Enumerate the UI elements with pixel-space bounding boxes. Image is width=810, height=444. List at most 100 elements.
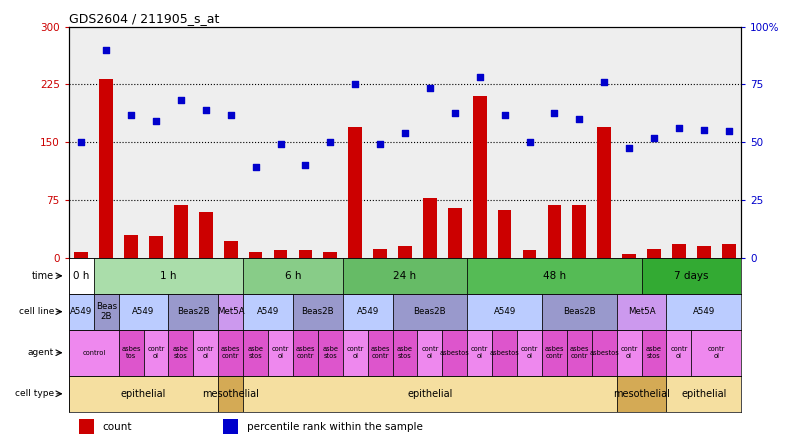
- Text: 1 h: 1 h: [160, 271, 177, 281]
- Text: asbes
contr: asbes contr: [544, 346, 564, 359]
- Text: mesothelial: mesothelial: [613, 389, 670, 399]
- Text: asbe
stos: asbe stos: [322, 346, 339, 359]
- Point: [150, 117, 163, 124]
- Bar: [393, 294, 467, 329]
- Text: contr
ol: contr ol: [272, 346, 289, 359]
- Bar: [69, 376, 218, 412]
- Bar: [647, 249, 661, 258]
- Bar: [616, 329, 642, 376]
- Bar: [642, 258, 741, 294]
- Bar: [293, 329, 318, 376]
- Bar: [118, 294, 168, 329]
- Text: percentile rank within the sample: percentile rank within the sample: [247, 422, 423, 432]
- Text: mesothelial: mesothelial: [202, 389, 259, 399]
- Text: 24 h: 24 h: [394, 271, 416, 281]
- Text: agent: agent: [28, 348, 54, 357]
- Bar: [542, 329, 567, 376]
- Point: [249, 163, 262, 170]
- Point: [647, 135, 660, 142]
- Bar: [448, 208, 462, 258]
- Bar: [174, 206, 188, 258]
- Bar: [218, 376, 243, 412]
- Text: epithelial: epithelial: [121, 389, 166, 399]
- Bar: [616, 294, 667, 329]
- Bar: [243, 376, 616, 412]
- Bar: [249, 252, 262, 258]
- Bar: [467, 294, 542, 329]
- Bar: [399, 246, 411, 258]
- Bar: [592, 329, 616, 376]
- Point: [224, 112, 237, 119]
- Bar: [118, 329, 143, 376]
- Bar: [642, 329, 667, 376]
- Text: asbe
stos: asbe stos: [646, 346, 662, 359]
- Text: contr
ol: contr ol: [347, 346, 364, 359]
- Bar: [274, 250, 288, 258]
- Bar: [567, 329, 592, 376]
- Point: [598, 79, 611, 86]
- Bar: [293, 294, 343, 329]
- Text: control: control: [82, 350, 105, 356]
- Bar: [149, 236, 163, 258]
- Bar: [218, 294, 243, 329]
- Text: count: count: [102, 422, 132, 432]
- Bar: [343, 329, 368, 376]
- Bar: [393, 329, 417, 376]
- Point: [697, 127, 710, 134]
- Bar: [69, 294, 94, 329]
- Bar: [548, 206, 561, 258]
- Bar: [94, 258, 243, 294]
- Bar: [243, 258, 343, 294]
- Text: 48 h: 48 h: [543, 271, 566, 281]
- Point: [448, 109, 461, 116]
- Text: Beas2B: Beas2B: [301, 307, 335, 316]
- Bar: [75, 252, 88, 258]
- Bar: [573, 206, 586, 258]
- Text: A549: A549: [70, 307, 92, 316]
- Text: asbe
stos: asbe stos: [397, 346, 413, 359]
- Bar: [667, 376, 741, 412]
- Point: [274, 140, 287, 147]
- Bar: [373, 249, 387, 258]
- Text: contr
ol: contr ol: [471, 346, 488, 359]
- Text: Beas2B: Beas2B: [414, 307, 446, 316]
- Bar: [168, 329, 194, 376]
- Text: contr
ol: contr ol: [620, 346, 637, 359]
- Text: asbestos: asbestos: [440, 350, 470, 356]
- Point: [548, 109, 561, 116]
- Text: Beas2B: Beas2B: [177, 307, 210, 316]
- Text: asbe
stos: asbe stos: [248, 346, 263, 359]
- Text: asbes
contr: asbes contr: [221, 346, 241, 359]
- Text: Met5A: Met5A: [217, 307, 245, 316]
- Text: epithelial: epithelial: [681, 389, 727, 399]
- Bar: [243, 294, 293, 329]
- Text: contr
ol: contr ol: [147, 346, 164, 359]
- Bar: [697, 246, 710, 258]
- Bar: [473, 96, 487, 258]
- Text: A549: A549: [356, 307, 379, 316]
- Bar: [69, 258, 94, 294]
- Text: asbes
contr: asbes contr: [569, 346, 589, 359]
- Text: 6 h: 6 h: [284, 271, 301, 281]
- Point: [473, 73, 486, 80]
- Text: cell type: cell type: [15, 389, 54, 398]
- Point: [299, 162, 312, 169]
- Point: [349, 81, 362, 88]
- Text: contr
ol: contr ol: [197, 346, 215, 359]
- Bar: [522, 250, 536, 258]
- Bar: [667, 329, 692, 376]
- Text: 7 days: 7 days: [674, 271, 709, 281]
- Text: GDS2604 / 211905_s_at: GDS2604 / 211905_s_at: [69, 12, 220, 25]
- Bar: [672, 244, 686, 258]
- Bar: [616, 376, 667, 412]
- Point: [75, 139, 87, 146]
- Text: Beas
2B: Beas 2B: [96, 302, 117, 321]
- Bar: [218, 329, 243, 376]
- Text: cell line: cell line: [19, 307, 54, 316]
- Bar: [423, 198, 437, 258]
- Text: 0 h: 0 h: [73, 271, 89, 281]
- Bar: [143, 329, 168, 376]
- Bar: [517, 329, 542, 376]
- Bar: [417, 329, 442, 376]
- Text: A549: A549: [693, 307, 715, 316]
